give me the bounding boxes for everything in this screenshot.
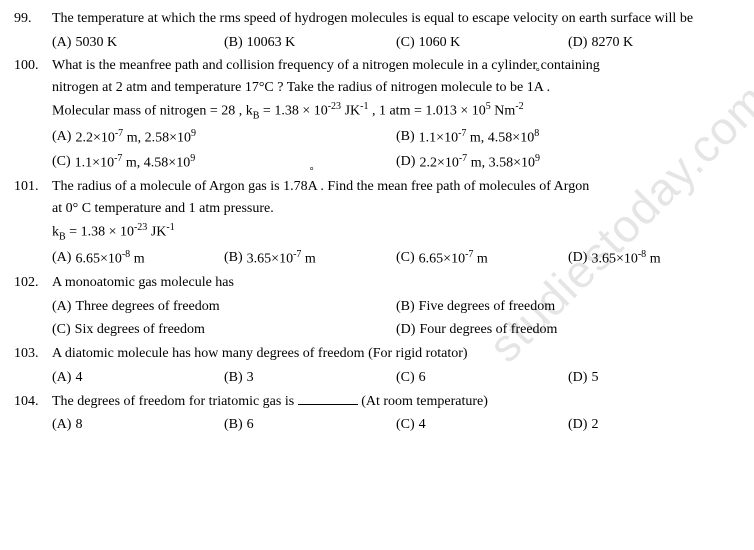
q99-options: (A)5030 K (B)10063 K (C)1060 K (D)8270 K [14,32,740,54]
question-102: 102. A monoatomic gas molecule has [14,272,740,294]
q102-text: A monoatomic gas molecule has [52,272,740,294]
q103-number: 103. [14,343,52,365]
q104-opt-a: (A)8 [52,414,224,436]
q101-opt-a: (A)6.65×10-8 m [52,247,224,270]
q99-opt-d: (D)8270 K [568,32,740,54]
q99-text: The temperature at which the rms speed o… [52,8,740,30]
q104-options: (A)8 (B)6 (C)4 (D)2 [14,414,740,436]
question-100: 100. What is the meanfree path and colli… [14,55,740,123]
q100-opt-c: (C)1.1×10-7 m, 4.58×109 [52,151,396,174]
q99-opt-b: (B)10063 K [224,32,396,54]
q99-opt-a: (A)5030 K [52,32,224,54]
q101-text: The radius of a molecule of Argon gas is… [52,176,740,244]
question-103: 103. A diatomic molecule has how many de… [14,343,740,365]
q103-opt-c: (C)6 [396,367,568,389]
q101-opt-c: (C)6.65×10-7 m [396,247,568,270]
q102-opt-c: (C)Six degrees of freedom [52,319,396,341]
q100-options-row1: (A)2.2×10-7 m, 2.58×109 (B)1.1×10-7 m, 4… [14,126,740,149]
q104-opt-b: (B)6 [224,414,396,436]
q103-opt-d: (D)5 [568,367,740,389]
q100-opt-a: (A)2.2×10-7 m, 2.58×109 [52,126,396,149]
q104-text: The degrees of freedom for triatomic gas… [52,391,740,413]
q104-number: 104. [14,391,52,413]
q99-opt-c: (C)1060 K [396,32,568,54]
q102-opt-b: (B)Five degrees of freedom [396,296,740,318]
q100-number: 100. [14,55,52,123]
q102-opt-a: (A)Three degrees of freedom [52,296,396,318]
q101-options: (A)6.65×10-8 m (B)3.65×10-7 m (C)6.65×10… [14,247,740,270]
q104-opt-c: (C)4 [396,414,568,436]
q100-opt-b: (B)1.1×10-7 m, 4.58×108 [396,126,740,149]
q103-opt-a: (A)4 [52,367,224,389]
question-104: 104. The degrees of freedom for triatomi… [14,391,740,413]
q100-text: What is the meanfree path and collision … [52,55,740,123]
q101-opt-d: (D)3.65×10-8 m [568,247,740,270]
q103-options: (A)4 (B)3 (C)6 (D)5 [14,367,740,389]
q102-options-row2: (C)Six degrees of freedom (D)Four degree… [14,319,740,341]
q101-opt-b: (B)3.65×10-7 m [224,247,396,270]
q101-number: 101. [14,176,52,244]
q102-opt-d: (D)Four degrees of freedom [396,319,740,341]
question-101: 101. The radius of a molecule of Argon g… [14,176,740,244]
q100-options-row2: (C)1.1×10-7 m, 4.58×109 (D)2.2×10-7 m, 3… [14,151,740,174]
q103-text: A diatomic molecule has how many degrees… [52,343,740,365]
q102-number: 102. [14,272,52,294]
q99-number: 99. [14,8,52,30]
q100-opt-d: (D)2.2×10-7 m, 3.58×109 [396,151,740,174]
q104-opt-d: (D)2 [568,414,740,436]
q103-opt-b: (B)3 [224,367,396,389]
q102-options-row1: (A)Three degrees of freedom (B)Five degr… [14,296,740,318]
question-99: 99. The temperature at which the rms spe… [14,8,740,30]
